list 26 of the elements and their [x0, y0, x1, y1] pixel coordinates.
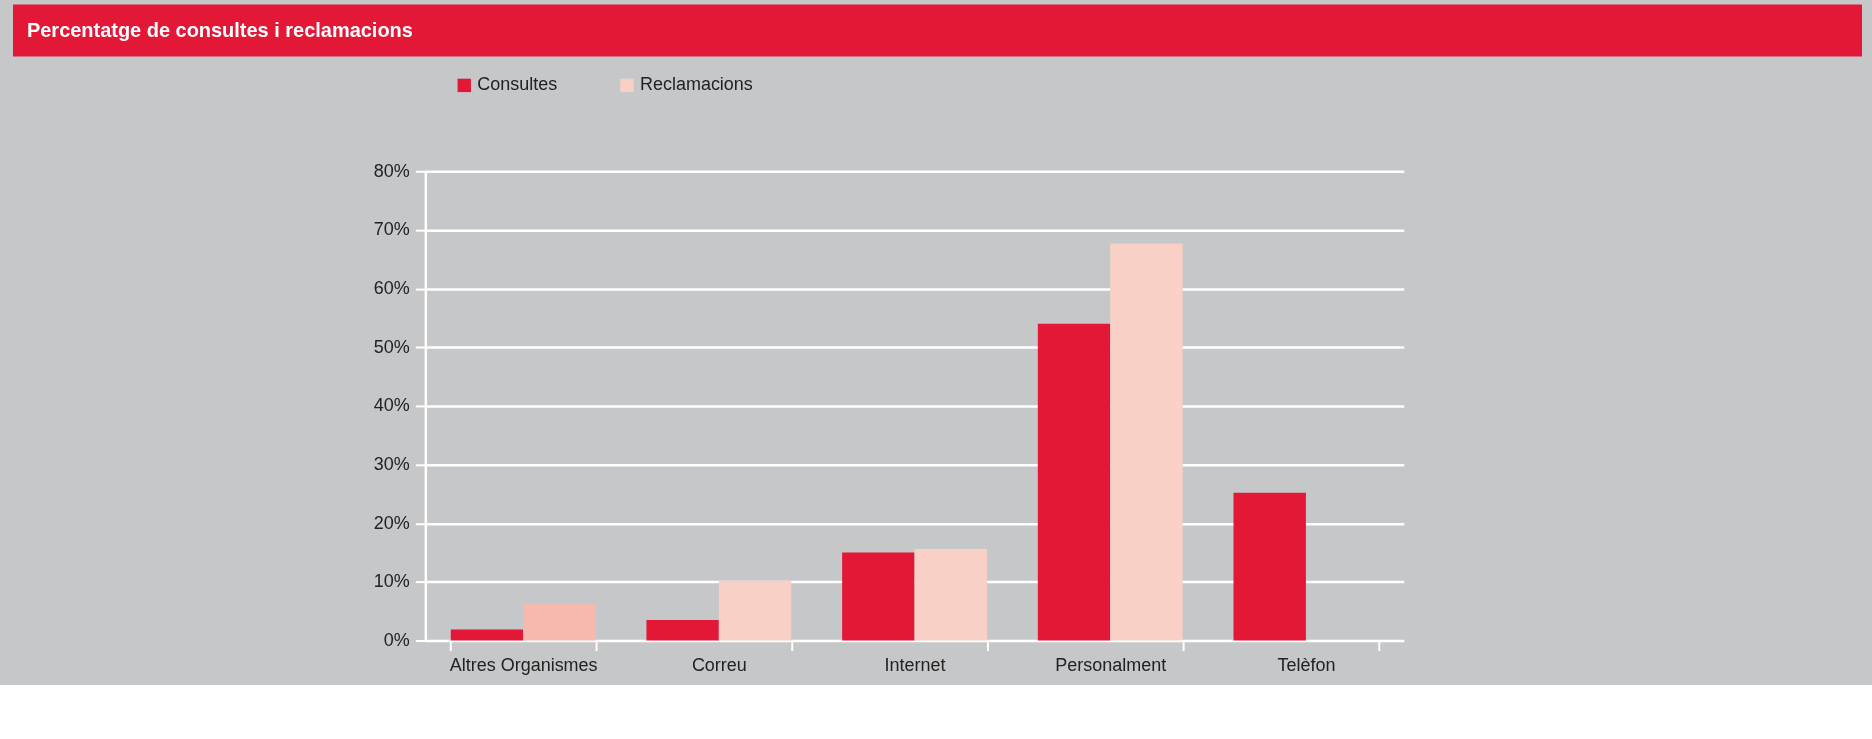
- bar: [646, 619, 719, 641]
- bar: [523, 604, 596, 641]
- x-tick-label: Altres Organismes: [449, 654, 598, 675]
- y-tick-label: 60%: [373, 278, 410, 299]
- bar: [1037, 323, 1111, 641]
- x-tick-label: Personalment: [1055, 654, 1167, 675]
- y-tick-label: 70%: [373, 219, 410, 240]
- bar: [718, 580, 792, 641]
- y-tick-label: 30%: [373, 454, 410, 475]
- bar: [842, 552, 915, 641]
- legend-label: Consultes: [477, 74, 558, 95]
- bar: [914, 549, 987, 641]
- bar: [1233, 492, 1306, 641]
- y-tick-label: 40%: [373, 395, 410, 416]
- y-tick-label: 0%: [383, 630, 410, 651]
- x-tick-label: Telèfon: [1277, 654, 1336, 675]
- y-tick-label: 80%: [373, 160, 410, 181]
- y-tick-label: 50%: [373, 336, 410, 357]
- bar: [1110, 243, 1183, 641]
- bar: [450, 629, 524, 641]
- text: Percentatge de consultes i reclamacions: [26, 19, 413, 42]
- x-tick-label: Correu: [691, 654, 747, 675]
- y-tick-label: 20%: [373, 512, 410, 533]
- legend-label: Reclamacions: [639, 74, 753, 95]
- y-tick-label: 10%: [373, 571, 410, 592]
- x-tick-label: Internet: [884, 654, 946, 675]
